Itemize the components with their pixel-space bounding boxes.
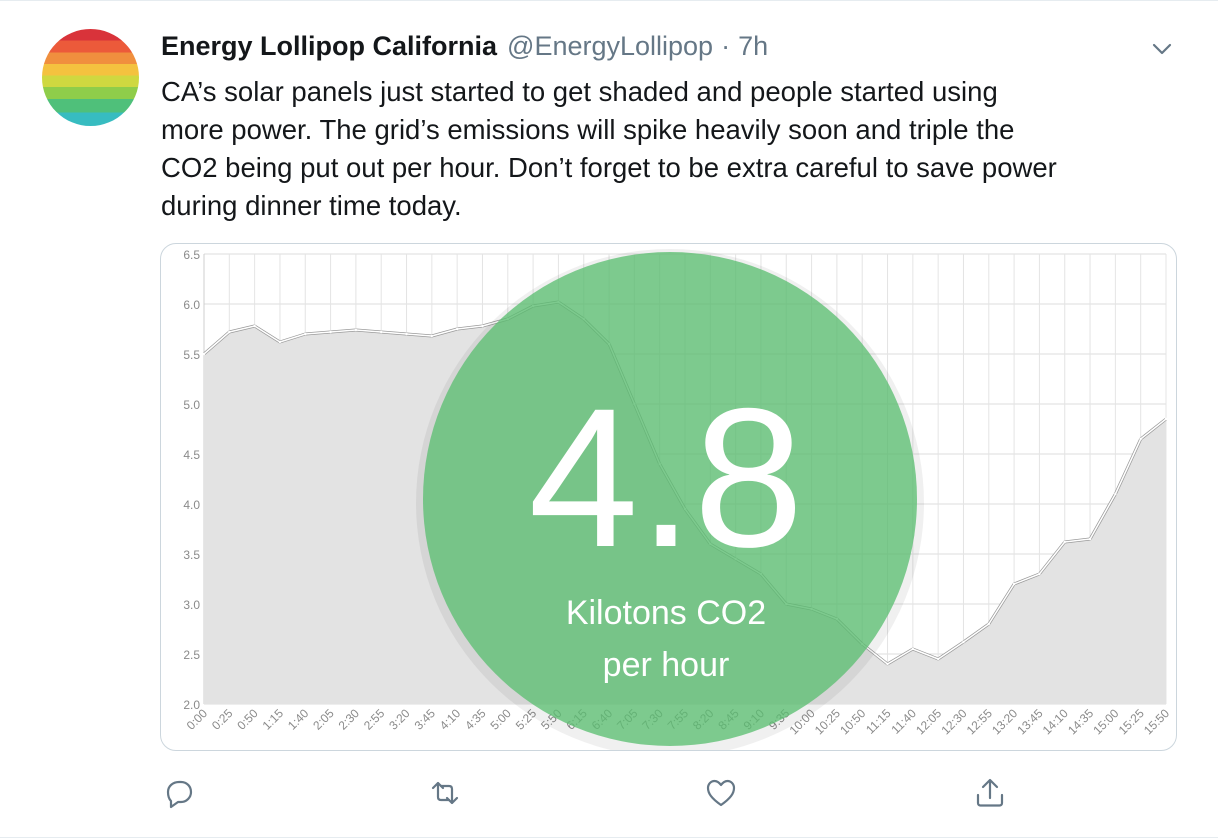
tweet-header: Energy Lollipop California @EnergyLollip… [161, 31, 768, 67]
y-tick-label: 5.0 [183, 398, 200, 412]
x-tick-label: 14:10 [1040, 706, 1071, 737]
x-tick-label: 15:00 [1090, 706, 1121, 737]
x-tick-label: 1:15 [260, 706, 287, 733]
data-point [962, 640, 965, 644]
data-point [911, 647, 914, 651]
data-point [987, 622, 990, 626]
tweet-text: CA’s solar panels just started to get sh… [161, 73, 1181, 225]
data-point [937, 657, 940, 661]
x-tick-label: 10:50 [837, 706, 868, 737]
emissions-unit-line2: per hour [603, 646, 730, 684]
retweet-button[interactable] [427, 775, 463, 811]
tweet-text-line: during dinner time today. [161, 190, 462, 221]
data-point [329, 330, 332, 334]
x-tick-label: 3:20 [386, 706, 413, 733]
x-tick-label: 11:40 [888, 706, 919, 737]
data-point [430, 334, 433, 338]
x-tick-label: 4:35 [462, 706, 489, 733]
data-point [1164, 417, 1168, 421]
x-tick-label: 12:05 [913, 706, 944, 737]
separator-dot: · [721, 31, 731, 61]
avatar[interactable] [42, 29, 139, 126]
x-tick-label: 0:25 [209, 706, 236, 733]
emissions-unit-line1: Kilotons CO2 [566, 594, 766, 632]
reply-button[interactable] [160, 775, 196, 811]
x-tick-label: 13:45 [1014, 706, 1045, 737]
x-tick-label: 4:10 [437, 706, 464, 733]
x-tick-label: 1:40 [285, 706, 312, 733]
data-point [1012, 582, 1016, 586]
data-point [481, 324, 484, 328]
data-point [456, 327, 459, 331]
y-tick-label: 4.5 [183, 448, 200, 462]
data-point [1139, 437, 1142, 441]
data-point [380, 330, 383, 334]
y-tick-label: 3.0 [183, 598, 200, 612]
data-point [228, 330, 231, 334]
x-tick-label: 15:50 [1141, 706, 1172, 737]
data-point [354, 328, 358, 332]
author-handle[interactable]: @EnergyLollipop [507, 31, 714, 61]
x-tick-label: 11:15 [863, 706, 894, 737]
emissions-value: 4.8 [528, 367, 803, 588]
x-tick-label: 5:00 [487, 706, 514, 733]
heart-icon [706, 779, 736, 807]
tweet-media-image[interactable]: 2.0 2.5 3.0 3.5 4.0 4.5 5.0 5.5 6.0 6.5 0:00 0:25 0… [160, 243, 1177, 751]
y-tick-label: 3.5 [183, 548, 200, 562]
x-tick-label: 15:25 [1116, 706, 1147, 737]
x-tick-label: 0:50 [234, 706, 261, 733]
reply-icon [166, 780, 193, 809]
data-point [278, 340, 282, 344]
x-tick-label: 10:25 [812, 706, 843, 737]
data-point [405, 332, 408, 336]
overlay-circle [423, 252, 917, 746]
retweet-icon [431, 781, 459, 805]
tweet-text-line: CA’s solar panels just started to get sh… [161, 76, 998, 107]
tweet-text-line: more power. The grid’s emissions will sp… [161, 114, 1015, 145]
data-point [1063, 540, 1066, 544]
x-tick-label: 14:35 [1065, 706, 1096, 737]
y-tick-label: 2.0 [183, 698, 200, 712]
x-tick-label: 2:05 [310, 706, 337, 733]
y-tick-label: 6.5 [183, 248, 200, 262]
emissions-chart: 2.02.53.03.54.04.55.05.56.06.5 0:000:250… [183, 248, 1172, 750]
data-point [1088, 537, 1092, 541]
x-tick-label: 12:30 [938, 706, 969, 737]
data-point [202, 352, 206, 356]
data-point [304, 332, 307, 336]
y-tick-label: 2.5 [183, 648, 200, 662]
x-tick-label: 2:30 [336, 706, 363, 733]
y-tick-label: 5.5 [183, 348, 200, 362]
data-point [886, 662, 889, 666]
data-point [1038, 572, 1041, 576]
y-tick-label: 6.0 [183, 298, 200, 312]
x-tick-label: 13:20 [989, 706, 1020, 737]
x-tick-label: 2:55 [361, 706, 388, 733]
tweet-text-line: CO2 being put out per hour. Don’t forget… [161, 152, 1057, 183]
x-tick-label: 3:45 [412, 706, 439, 733]
x-tick-label: 12:55 [964, 706, 995, 737]
like-button[interactable] [703, 775, 739, 811]
tweet-timestamp[interactable]: 7h [738, 31, 769, 61]
author-name[interactable]: Energy Lollipop California [161, 31, 498, 61]
y-tick-label: 4.0 [183, 498, 200, 512]
chevron-down-icon[interactable] [1148, 35, 1176, 63]
share-icon [976, 778, 1004, 807]
data-point [1114, 492, 1117, 496]
data-point [253, 324, 256, 328]
share-button[interactable] [972, 775, 1008, 811]
